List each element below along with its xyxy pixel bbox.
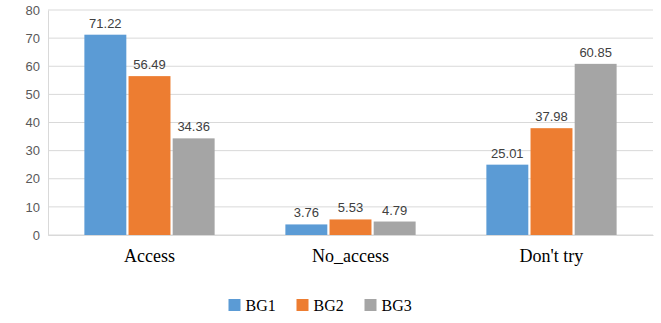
legend-swatch bbox=[229, 299, 241, 311]
legend-item: BG1 bbox=[229, 297, 276, 314]
bar bbox=[129, 76, 171, 235]
y-tick: 40 bbox=[26, 115, 48, 130]
legend-label: BG2 bbox=[314, 297, 344, 314]
bar bbox=[374, 222, 416, 235]
y-tick: 60 bbox=[26, 59, 48, 74]
data-label: 71.22 bbox=[89, 16, 122, 31]
plot: 0 10 20 30 40 50 60 70 80 Access No_access Don't tr… bbox=[26, 3, 654, 266]
data-label: 3.76 bbox=[294, 205, 319, 220]
y-tick-label: 40 bbox=[26, 115, 40, 130]
legend-label: BG1 bbox=[246, 297, 276, 314]
legend-swatch bbox=[365, 299, 377, 311]
grid bbox=[48, 10, 653, 235]
legend: BG1 BG2 BG3 bbox=[229, 297, 412, 314]
y-tick: 20 bbox=[26, 171, 48, 186]
data-label: 34.36 bbox=[177, 119, 210, 134]
y-tick-label: 50 bbox=[26, 87, 40, 102]
bars bbox=[84, 35, 616, 235]
y-tick: 0 bbox=[33, 228, 48, 243]
bar bbox=[285, 224, 327, 235]
y-axis: 0 10 20 30 40 50 60 70 80 bbox=[26, 3, 49, 243]
data-label: 5.53 bbox=[338, 200, 363, 215]
x-tick-label: No_access bbox=[312, 246, 389, 266]
data-label: 37.98 bbox=[535, 109, 568, 124]
data-labels: 71.22 3.76 25.01 56.49 5.53 37.98 34.36 4.79 60.… bbox=[89, 16, 612, 221]
y-tick-label: 10 bbox=[26, 200, 40, 215]
y-tick-label: 70 bbox=[26, 31, 40, 46]
legend-label: BG3 bbox=[382, 297, 412, 314]
data-label: 60.85 bbox=[579, 45, 612, 60]
y-tick: 80 bbox=[26, 3, 48, 18]
x-tick-label: Don't try bbox=[520, 246, 584, 266]
legend-item: BG3 bbox=[365, 297, 412, 314]
x-tick-label: Access bbox=[124, 246, 175, 266]
data-label: 25.01 bbox=[491, 146, 524, 161]
x-tick: Don't try bbox=[520, 235, 584, 266]
y-tick: 30 bbox=[26, 143, 48, 158]
x-tick: No_access bbox=[312, 235, 389, 266]
grid-line bbox=[48, 10, 653, 11]
y-tick: 10 bbox=[26, 200, 48, 215]
y-tick-label: 60 bbox=[26, 59, 40, 74]
y-axis-line bbox=[48, 11, 49, 236]
y-tick-label: 80 bbox=[26, 3, 40, 18]
bar bbox=[575, 64, 617, 235]
x-axis-line bbox=[49, 235, 654, 236]
grid-line bbox=[48, 38, 653, 39]
bar bbox=[84, 35, 126, 235]
bar bbox=[173, 138, 215, 235]
legend-swatch bbox=[297, 299, 309, 311]
y-tick-label: 20 bbox=[26, 171, 40, 186]
bar bbox=[531, 128, 573, 235]
y-tick: 50 bbox=[26, 87, 48, 102]
data-label: 56.49 bbox=[133, 57, 166, 72]
x-axis: Access No_access Don't try bbox=[49, 235, 654, 266]
y-tick-label: 30 bbox=[26, 143, 40, 158]
y-tick: 70 bbox=[26, 31, 48, 46]
legend-item: BG2 bbox=[297, 297, 344, 314]
x-tick: Access bbox=[124, 235, 175, 266]
bar bbox=[486, 165, 528, 235]
chart: 0 10 20 30 40 50 60 70 80 Access No_access Don't tr… bbox=[0, 0, 661, 323]
data-label: 4.79 bbox=[382, 203, 407, 218]
y-tick-label: 0 bbox=[33, 228, 40, 243]
bar bbox=[330, 219, 372, 235]
